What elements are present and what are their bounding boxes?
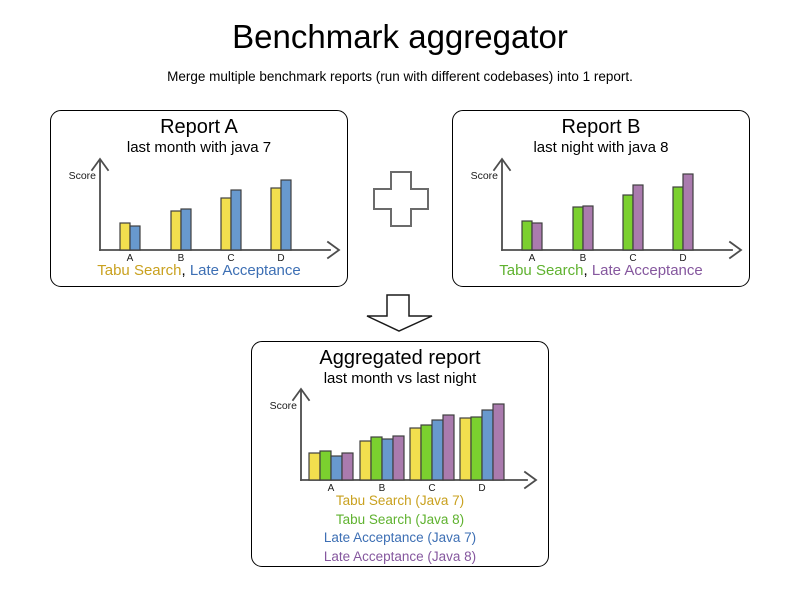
bar [492, 403, 505, 481]
bar [632, 184, 644, 251]
bar [682, 173, 694, 251]
category-label: C [629, 253, 636, 264]
report-a-legend: Tabu Search, Late Acceptance [51, 262, 347, 279]
aggregated-report-box: Aggregated report last month vs last nig… [251, 341, 549, 567]
report-b-title: Report B [561, 116, 641, 138]
bar [531, 222, 543, 251]
bar [392, 435, 405, 481]
legend-series-label: Late Acceptance (Java 7) [323, 530, 477, 545]
page-subtitle: Merge multiple benchmark reports (run wi… [167, 69, 633, 84]
bar [381, 438, 394, 481]
y-axis-label: Score [471, 170, 499, 182]
legend-series-label: Late Acceptance [189, 262, 301, 279]
bar [170, 210, 182, 251]
bar [330, 455, 343, 481]
report-b-subtitle: last night with java 8 [533, 139, 669, 156]
category-label: D [679, 253, 686, 264]
bar [582, 205, 594, 251]
y-axis-label: Score [69, 170, 97, 182]
aggregated-subtitle: last month vs last night [323, 370, 477, 387]
category-label: B [178, 253, 185, 264]
bar [129, 225, 141, 251]
bar [220, 197, 232, 251]
bar [622, 194, 634, 251]
bar [521, 220, 533, 251]
page-title: Benchmark aggregator [232, 18, 568, 55]
legend-separator: , [583, 262, 592, 279]
category-label: D [478, 483, 485, 494]
bar [572, 206, 584, 251]
category-label: B [379, 483, 386, 494]
category-label: A [529, 253, 536, 264]
bar [180, 208, 192, 251]
category-label: B [580, 253, 587, 264]
bar [481, 409, 494, 481]
legend-series-label: Tabu Search (Java 8) [335, 511, 465, 527]
report-b-box: Report B last night with java 8 Score A B… [452, 110, 750, 287]
bar [459, 417, 472, 481]
legend-series-label: Late Acceptance (Java 8) [323, 548, 477, 564]
y-axis-label: Score [270, 400, 298, 412]
report-b-chart: Score A B C D [471, 157, 743, 264]
bar [672, 186, 684, 251]
category-label: D [277, 253, 284, 264]
legend-separator: , [181, 262, 190, 279]
bar [341, 452, 354, 481]
category-label: C [227, 253, 234, 264]
legend-series-label: Late Acceptance [591, 262, 703, 279]
bar [308, 452, 321, 481]
bar [230, 189, 242, 251]
report-a-box: Report A last month with java 7 Score A B… [50, 110, 348, 287]
category-label: A [328, 483, 335, 494]
bar [442, 414, 455, 481]
legend-series-label: Tabu Search [499, 262, 584, 279]
bars: A B C D [308, 403, 505, 494]
bar [280, 179, 292, 251]
bar [409, 427, 422, 481]
aggregated-title: Aggregated report [319, 347, 481, 369]
report-b-legend: Tabu Search, Late Acceptance [453, 262, 749, 279]
bar [319, 450, 332, 481]
legend-series-label: Tabu Search [97, 262, 182, 279]
category-label: A [127, 253, 134, 264]
bar [359, 440, 372, 481]
bar [420, 424, 433, 481]
bars: A B C D [521, 173, 694, 264]
bars: A B C D [119, 179, 292, 264]
aggregated-legend: Tabu Search (Java 7) Tabu Search (Java 8… [252, 492, 548, 566]
aggregated-chart: Score A B C D [270, 387, 538, 494]
bar [119, 222, 131, 251]
report-a-subtitle: last month with java 7 [126, 139, 272, 156]
category-label: C [428, 483, 435, 494]
legend-series-label: Tabu Search (Java 7) [335, 493, 465, 508]
report-a-chart: Score A B C D [69, 157, 341, 264]
bar [270, 187, 282, 251]
report-a-title: Report A [160, 116, 238, 138]
bar [370, 436, 383, 481]
bar [470, 416, 483, 481]
plus-icon [373, 171, 429, 227]
arrow-down-icon [366, 294, 433, 332]
bar [431, 419, 444, 481]
